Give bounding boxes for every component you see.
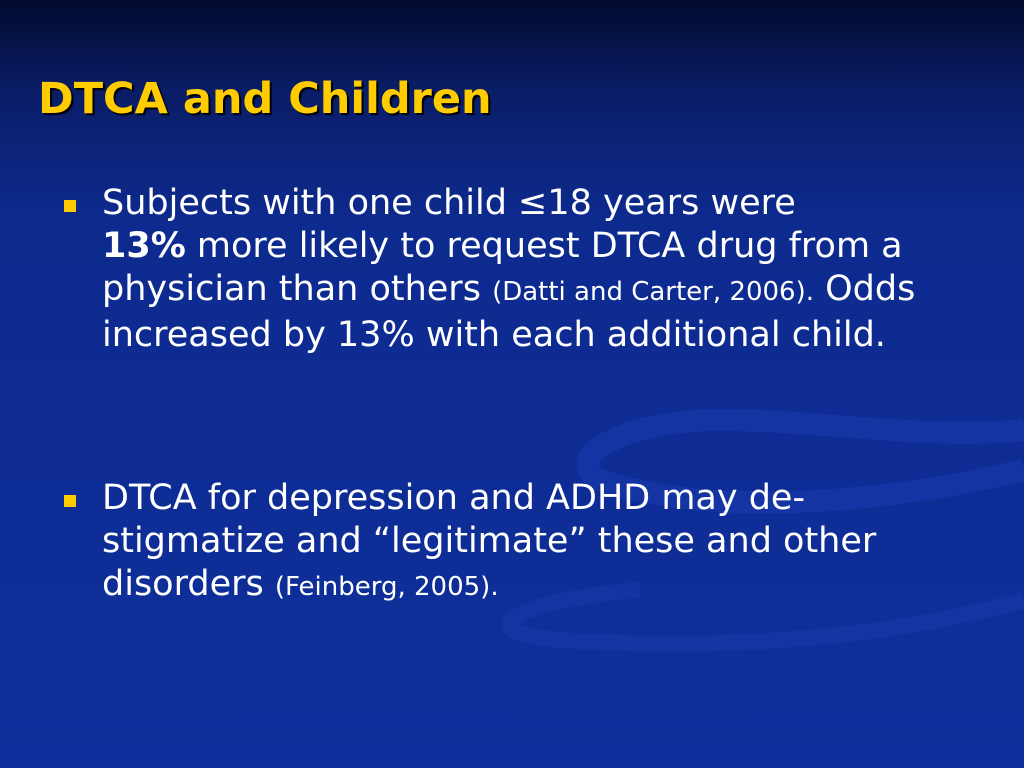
slide-title: DTCA and Children — [38, 74, 492, 124]
citation: (Feinberg, 2005). — [274, 572, 499, 602]
bullet-text: DTCA for depression and ADHD may de-stig… — [102, 478, 877, 604]
bullet-emphasis: 13% — [102, 226, 186, 266]
bullet-item: Subjects with one child ≤18 years were 1… — [64, 182, 964, 357]
citation: (Datti and Carter, 2006). — [492, 277, 814, 307]
bullet-list: Subjects with one child ≤18 years were 1… — [64, 182, 964, 609]
bullet-text: Subjects with one child ≤18 years were — [102, 183, 796, 223]
square-bullet-icon — [64, 200, 76, 212]
square-bullet-icon — [64, 495, 76, 507]
bullet-text: Odds increased by 13% with each addition… — [102, 269, 916, 355]
bullet-item: DTCA for depression and ADHD may de-stig… — [64, 477, 964, 609]
bullet-text: more likely to request DTCA drug from a … — [102, 226, 903, 309]
